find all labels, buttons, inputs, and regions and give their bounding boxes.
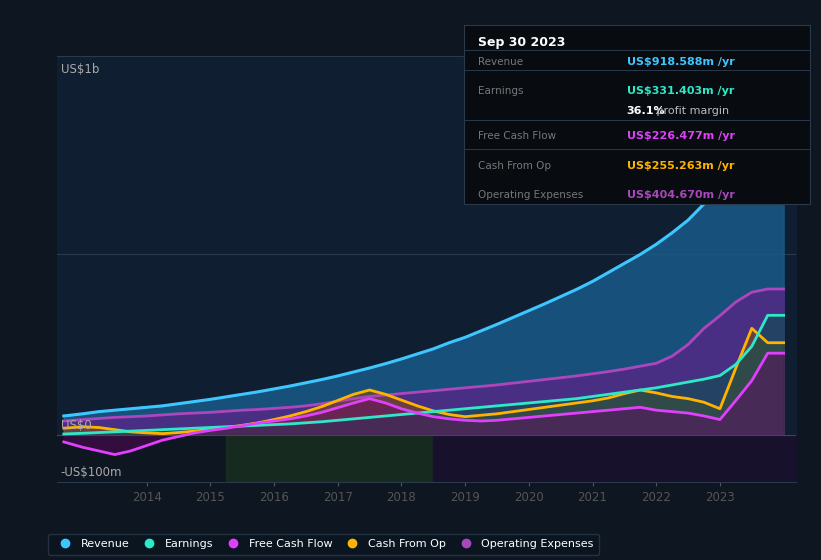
Text: Earnings: Earnings bbox=[478, 86, 523, 96]
Text: Free Cash Flow: Free Cash Flow bbox=[478, 131, 556, 141]
Text: Revenue: Revenue bbox=[478, 58, 523, 67]
Text: profit margin: profit margin bbox=[653, 106, 729, 116]
Text: US$255.263m /yr: US$255.263m /yr bbox=[626, 161, 734, 171]
Text: US$331.403m /yr: US$331.403m /yr bbox=[626, 86, 734, 96]
Text: Operating Expenses: Operating Expenses bbox=[478, 190, 583, 200]
Text: Sep 30 2023: Sep 30 2023 bbox=[478, 36, 565, 49]
Text: US$226.477m /yr: US$226.477m /yr bbox=[626, 131, 735, 141]
Legend: Revenue, Earnings, Free Cash Flow, Cash From Op, Operating Expenses: Revenue, Earnings, Free Cash Flow, Cash … bbox=[48, 534, 599, 555]
Text: -US$100m: -US$100m bbox=[61, 466, 122, 479]
Text: Cash From Op: Cash From Op bbox=[478, 161, 551, 171]
Text: 36.1%: 36.1% bbox=[626, 106, 665, 116]
Text: US$1b: US$1b bbox=[61, 63, 99, 76]
Text: US$0: US$0 bbox=[61, 419, 91, 432]
Text: US$404.670m /yr: US$404.670m /yr bbox=[626, 190, 735, 200]
Text: US$918.588m /yr: US$918.588m /yr bbox=[626, 58, 735, 67]
